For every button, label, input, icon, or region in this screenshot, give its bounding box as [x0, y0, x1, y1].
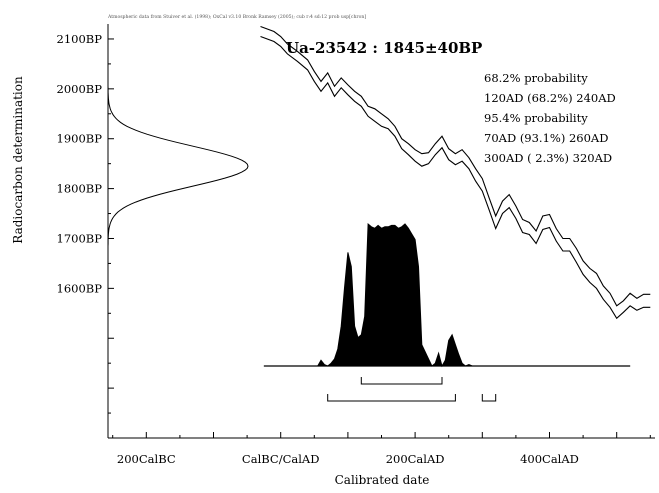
- sigma1-range-bracket: [360, 377, 443, 385]
- sigma1-range: 120AD (68.2%) 240AD: [484, 91, 616, 105]
- y-tick-label: 1900BP: [57, 132, 103, 146]
- y-tick-label: 1700BP: [57, 231, 103, 245]
- radiocarbon-distribution: [107, 86, 249, 247]
- chart-credit: Atmospheric data from Stuiver et al. (19…: [107, 13, 366, 20]
- y-axis-label: Radiocarbon determination: [11, 76, 25, 244]
- x-tick-label: 200CalAD: [386, 452, 445, 466]
- calibration-curve-lower: [260, 35, 651, 320]
- x-axis-label: Calibrated date: [335, 473, 430, 487]
- y-tick-label: 1800BP: [57, 182, 103, 196]
- legend: 68.2% probability 120AD (68.2%) 240AD 95…: [484, 71, 616, 165]
- x-tick-label: 200CalBC: [117, 452, 176, 466]
- sigma2-range: 300AD ( 2.3%) 320AD: [484, 151, 612, 165]
- sigma2-label: 95.4% probability: [484, 111, 588, 125]
- y-tick-label: 2000BP: [57, 82, 103, 96]
- calibration-curve-upper: [260, 25, 651, 307]
- sigma1-label: 68.2% probability: [484, 71, 588, 85]
- x-tick-label: CalBC/CalAD: [242, 452, 320, 466]
- sigma2-range-bracket: [481, 394, 497, 402]
- y-tick-label: 2100BP: [57, 32, 103, 46]
- y-tick-label: 1600BP: [57, 281, 103, 295]
- sigma2-range-bracket: [327, 394, 456, 402]
- chart-title: Ua-23542 : 1845±40BP: [286, 39, 482, 57]
- x-tick-label: 400CalAD: [520, 452, 579, 466]
- calibrated-probability-area: [263, 222, 631, 368]
- sigma2-range: 70AD (93.1%) 260AD: [484, 131, 608, 145]
